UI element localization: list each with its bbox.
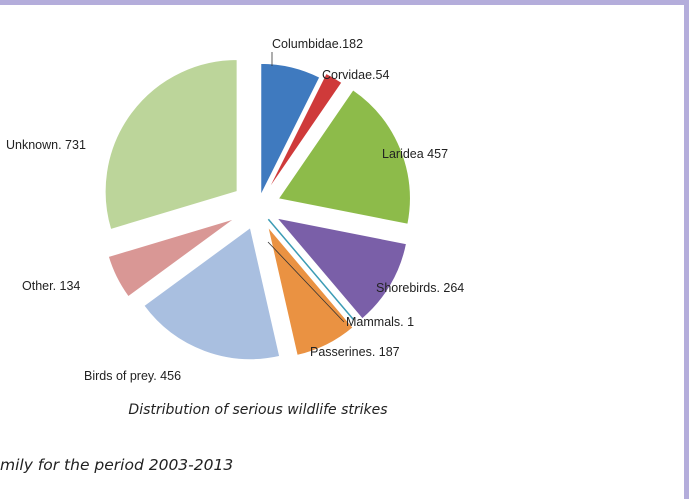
pie-label-mammals: Mammals. 1 [346, 315, 414, 329]
pie-label-other: Other. 134 [22, 279, 80, 293]
pie-label-laridea: Laridea 457 [382, 147, 448, 161]
pie-slice-passerines [267, 226, 354, 356]
frame-right-border [684, 0, 689, 499]
pie-slice-shorebirds [275, 217, 408, 320]
pie-slices [104, 58, 411, 361]
pie-slice-laridea [277, 89, 411, 225]
pie-slice-birds-of-prey [143, 226, 281, 361]
pie-slice-mammals [267, 218, 355, 321]
pie-label-birds-of-prey: Birds of prey. 456 [84, 369, 181, 383]
pie-label-unknown: Unknown. 731 [6, 138, 86, 152]
pie-slice-corvidae [266, 72, 343, 192]
pie-label-shorebirds: Shorebirds. 264 [376, 281, 464, 295]
pie-labels: Columbidae.182 Corvidae.54 Laridea 457 Shor… [6, 37, 464, 383]
pie-leader-lines [267, 52, 345, 323]
chart-caption: Distribution of serious wildlife strikes [128, 402, 387, 418]
pie-label-columbidae: Columbidae.182 [272, 37, 363, 51]
pie-slice-unknown [104, 58, 238, 231]
pie-slice-columbidae [260, 62, 321, 196]
leader-line-mammals [267, 241, 345, 323]
footer-text: mily for the period 2003-2013 [0, 456, 233, 474]
frame-top-border [0, 0, 689, 5]
pie-label-corvidae: Corvidae.54 [322, 68, 389, 82]
pie-slice-other [107, 218, 236, 298]
pie-label-passerines: Passerines. 187 [310, 345, 400, 359]
